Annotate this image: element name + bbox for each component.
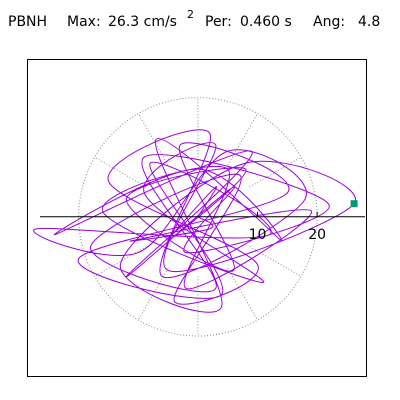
- peak-marker: [350, 200, 358, 208]
- x-tick-label: 20: [308, 227, 326, 243]
- grid-spoke: [137, 113, 169, 166]
- grid-spoke: [227, 113, 258, 166]
- orbit-trace: [33, 129, 356, 313]
- max-value: 26.3 cm/s: [108, 14, 177, 30]
- x-tick-label: 10: [249, 227, 267, 243]
- grid-spoke: [94, 156, 147, 188]
- max-label: Max:: [67, 14, 101, 30]
- grid-spoke: [249, 246, 302, 277]
- ang-label: Ang:: [313, 14, 345, 30]
- max-power: 2: [187, 8, 194, 21]
- grid-spoke: [137, 268, 169, 321]
- grid-spoke: [94, 246, 147, 277]
- plot-frame: [27, 59, 367, 377]
- station: PBNH: [8, 14, 47, 30]
- per-value: 0.460 s: [240, 14, 292, 30]
- grid-spoke: [249, 156, 302, 188]
- per-label: Per:: [205, 14, 232, 30]
- grid-spoke: [227, 268, 258, 321]
- ang-value: 4.8: [358, 14, 380, 30]
